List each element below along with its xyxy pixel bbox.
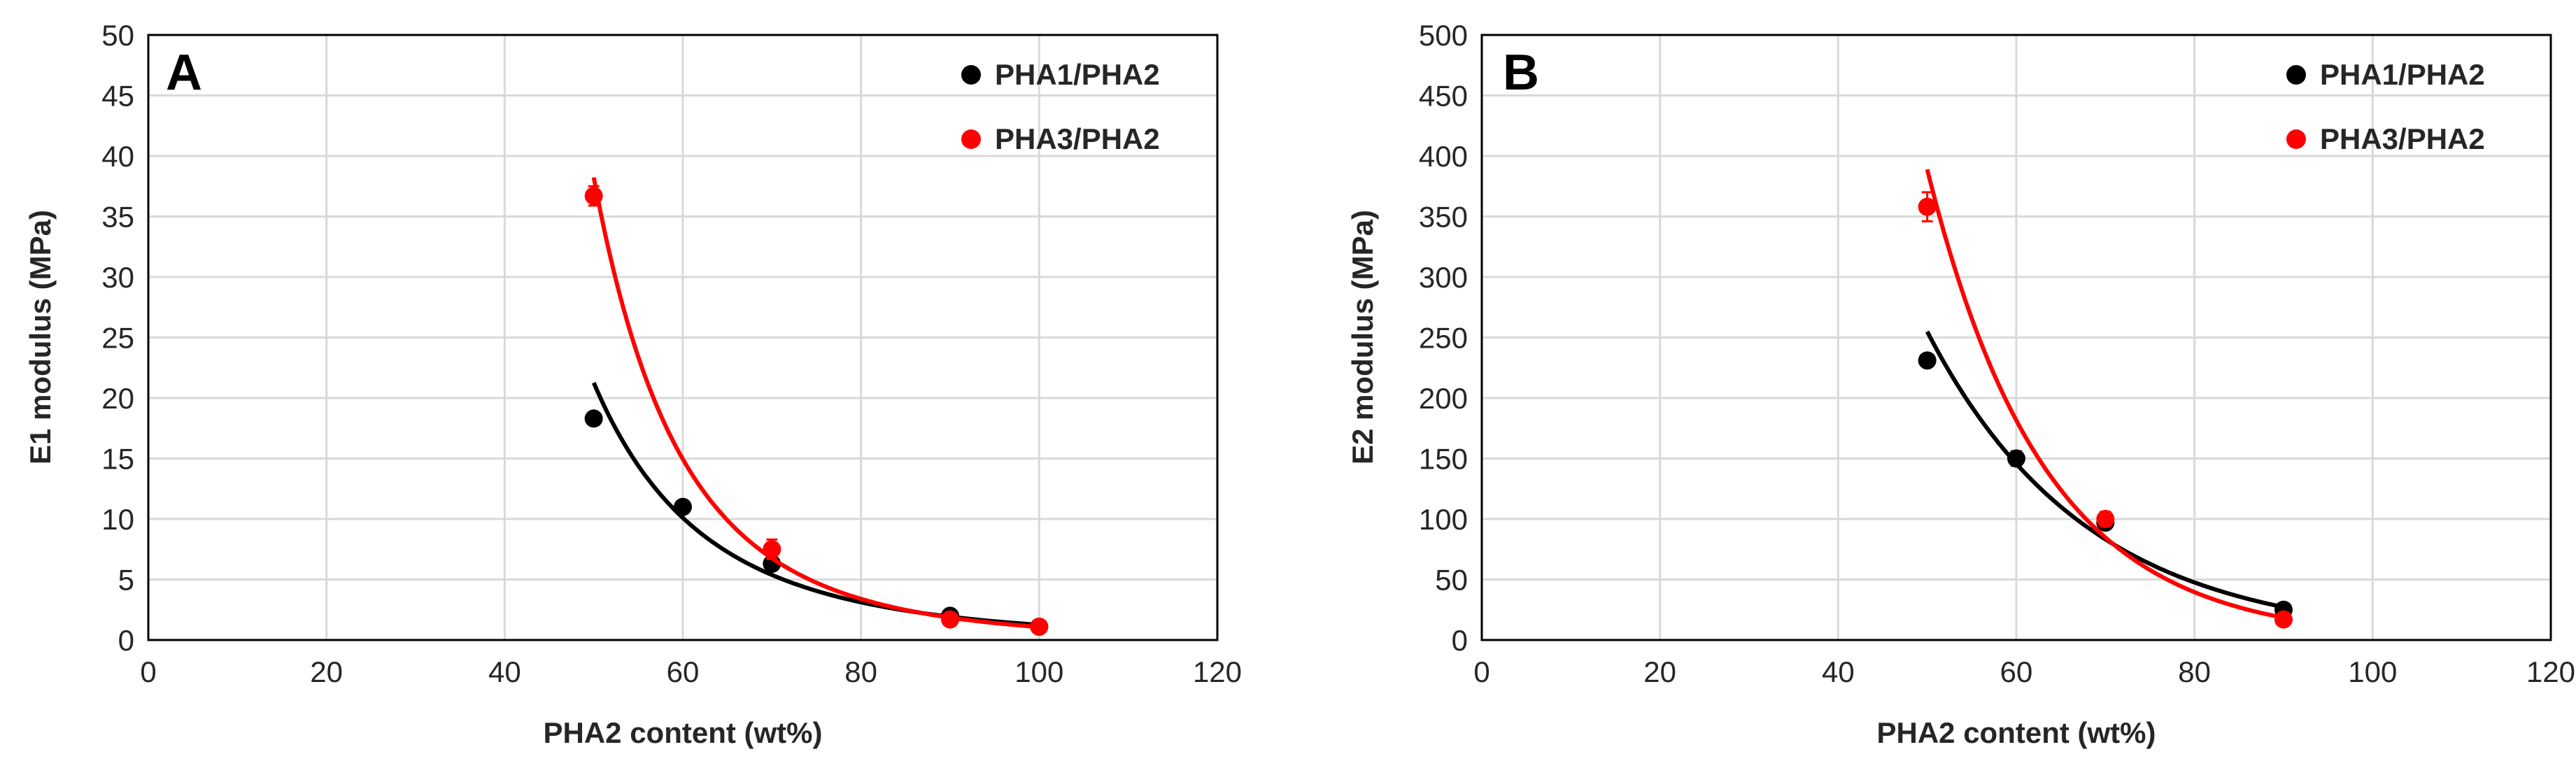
y-tick-label: 25 bbox=[101, 322, 134, 355]
y-tick-label: 0 bbox=[1452, 624, 1468, 657]
y-tick-label: 300 bbox=[1419, 261, 1468, 294]
x-tick-label: 100 bbox=[1014, 655, 1063, 688]
y-tick-label: 5 bbox=[118, 564, 134, 597]
x-tick-label: 0 bbox=[140, 655, 156, 688]
legend-marker bbox=[961, 65, 981, 85]
x-tick-label: 40 bbox=[1822, 655, 1855, 688]
x-axis-title: PHA2 content (wt%) bbox=[1877, 716, 2156, 749]
y-tick-label: 150 bbox=[1419, 443, 1468, 476]
x-tick-label: 80 bbox=[844, 655, 877, 688]
series-pha1-pha2 bbox=[1918, 330, 2293, 619]
trendline bbox=[1925, 169, 2284, 620]
data-point bbox=[674, 497, 692, 516]
y-tick-label: 50 bbox=[101, 19, 134, 52]
y-tick-label: 40 bbox=[101, 140, 134, 173]
legend-label: PHA1/PHA2 bbox=[995, 58, 1160, 91]
x-axis-title: PHA2 content (wt%) bbox=[544, 716, 823, 749]
y-tick-label: 35 bbox=[101, 201, 134, 234]
series-pha3-pha2 bbox=[584, 177, 1049, 636]
y-tick-label: 45 bbox=[101, 80, 134, 113]
x-tick-label: 0 bbox=[1473, 655, 1489, 688]
x-tick-label: 80 bbox=[2178, 655, 2211, 688]
y-tick-label: 500 bbox=[1419, 19, 1468, 52]
y-tick-label: 20 bbox=[101, 382, 134, 415]
panel-label: B bbox=[1503, 45, 1539, 101]
x-tick-label: 20 bbox=[310, 655, 343, 688]
data-point bbox=[584, 409, 603, 428]
y-tick-label: 350 bbox=[1419, 201, 1468, 234]
trendline bbox=[591, 177, 1040, 630]
plot-frame bbox=[147, 34, 1219, 641]
data-point bbox=[1918, 197, 1937, 216]
x-tick-label: 60 bbox=[667, 655, 700, 688]
x-tick-label: 40 bbox=[488, 655, 521, 688]
x-tick-label: 120 bbox=[2526, 655, 2575, 688]
y-tick-label: 50 bbox=[1435, 564, 1468, 597]
y-tick-label: 400 bbox=[1419, 140, 1468, 173]
data-point bbox=[1918, 351, 1937, 370]
y-tick-label: 450 bbox=[1419, 80, 1468, 113]
panel-label: A bbox=[166, 45, 202, 101]
chart-panel-b: 0 20 40 60 80 100 120 0 50 100 150 200 250 300 350 400 4… bbox=[1346, 19, 2575, 749]
data-point bbox=[2007, 449, 2025, 468]
data-point bbox=[2274, 610, 2293, 629]
data-point bbox=[1030, 617, 1049, 636]
legend-marker bbox=[2286, 65, 2306, 85]
y-tick-label: 15 bbox=[101, 443, 134, 476]
data-point bbox=[763, 540, 781, 559]
y-tick-label: 10 bbox=[101, 503, 134, 536]
x-tick-label: 20 bbox=[1643, 655, 1676, 688]
legend-label: PHA3/PHA2 bbox=[995, 122, 1160, 155]
y-tick-label: 0 bbox=[118, 624, 134, 657]
x-tick-label: 120 bbox=[1193, 655, 1242, 688]
y-axis-title: E2 modulus (MPa) bbox=[1346, 210, 1379, 464]
y-tick-label: 100 bbox=[1419, 503, 1468, 536]
y-tick-label: 30 bbox=[101, 261, 134, 294]
x-tick-label: 100 bbox=[2348, 655, 2397, 688]
legend-label: PHA1/PHA2 bbox=[2320, 58, 2485, 91]
chart-panel-a: 0 20 40 60 80 100 120 0 5 10 15 20 25 30 35 40 45 50 PHA2 … bbox=[24, 19, 1242, 749]
x-tick-label: 60 bbox=[2000, 655, 2033, 688]
data-point bbox=[941, 610, 959, 629]
legend-marker bbox=[2286, 129, 2306, 149]
data-point bbox=[584, 187, 603, 206]
trendline bbox=[1925, 330, 2284, 609]
series-pha3-pha2 bbox=[1918, 169, 2293, 629]
legend-marker bbox=[961, 129, 981, 149]
legend-label: PHA3/PHA2 bbox=[2320, 122, 2485, 155]
data-point bbox=[2096, 510, 2115, 528]
plot-frame bbox=[1480, 34, 2552, 641]
series-pha1-pha2 bbox=[584, 382, 1049, 636]
y-tick-label: 250 bbox=[1419, 322, 1468, 355]
y-tick-label: 200 bbox=[1419, 382, 1468, 415]
y-axis-title: E1 modulus (MPa) bbox=[24, 210, 57, 464]
